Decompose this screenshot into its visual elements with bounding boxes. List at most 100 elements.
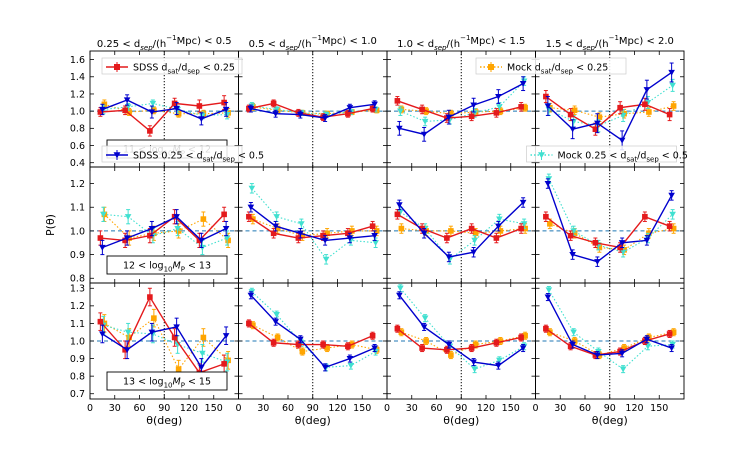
data-point xyxy=(175,110,182,117)
x-axis-label-column: θ(deg) xyxy=(443,414,479,427)
legend-marker xyxy=(114,64,120,70)
data-point xyxy=(394,211,401,218)
column-title-part: Mpc) < 2.0 xyxy=(619,36,674,47)
data-point xyxy=(270,339,277,346)
series-0 xyxy=(97,287,227,382)
data-point xyxy=(272,111,279,117)
data-point xyxy=(470,359,477,366)
mass-bin-box xyxy=(106,255,228,275)
data-point xyxy=(347,363,355,369)
x-axis-label-column: θ(deg) xyxy=(592,414,628,427)
data-point xyxy=(198,364,205,371)
data-point xyxy=(346,355,354,362)
column-title-part: sep xyxy=(286,44,299,52)
y-tick-label: 1.3 xyxy=(70,284,85,295)
column-title-part: sep xyxy=(583,44,596,52)
mass-bin-label: 12 < log10MP < 13 xyxy=(106,255,228,275)
y-tick-label: 1.0 xyxy=(70,336,85,347)
data-point xyxy=(274,334,281,341)
series-line xyxy=(100,101,225,132)
x-tick-label: 0 xyxy=(87,403,93,414)
column-title-part: /(h xyxy=(298,39,312,50)
x-tick-label: 90 xyxy=(455,403,467,414)
data-point xyxy=(618,350,626,357)
data-point xyxy=(196,237,203,244)
data-point xyxy=(594,120,601,127)
data-point xyxy=(198,237,205,244)
mass-bin-part: P xyxy=(181,266,185,274)
data-point xyxy=(250,322,256,328)
series-0 xyxy=(246,99,376,122)
legend-label-part: sep xyxy=(646,156,659,164)
data-point xyxy=(594,259,601,265)
data-point xyxy=(669,82,676,89)
data-point xyxy=(644,99,652,106)
column-title: 0.25 < dsep/(h−1Mpc) < 0.5 xyxy=(97,34,232,52)
panel-r0-c3 xyxy=(535,50,685,168)
series-line xyxy=(548,178,674,253)
y-tick-label: 1.4 xyxy=(70,72,85,83)
data-point xyxy=(471,237,478,244)
series-line xyxy=(250,294,375,369)
x-tick-label: 150 xyxy=(502,403,520,414)
data-point xyxy=(97,235,104,241)
column-title-part: −1 xyxy=(166,34,176,42)
data-point xyxy=(570,228,577,235)
data-point xyxy=(567,232,574,239)
x-tick-label: 120 xyxy=(477,403,495,414)
legend-label-part: < 0.5 xyxy=(659,151,688,162)
y-tick-label: 0.9 xyxy=(70,250,85,261)
data-point xyxy=(324,230,330,237)
x-tick-label: 60 xyxy=(133,403,145,414)
legend-label: SDSS dsat/dsep < 0.25 xyxy=(133,63,235,76)
mass-bin-label: 13 < log10MP < 15 xyxy=(106,371,228,391)
data-point xyxy=(646,109,652,115)
data-point xyxy=(445,341,453,348)
data-point xyxy=(518,334,524,341)
column-title: 1.5 < dsep/(h−1Mpc) < 2.0 xyxy=(546,34,674,52)
x-tick-label: 150 xyxy=(205,403,223,414)
data-point xyxy=(444,235,450,241)
data-point xyxy=(448,352,454,358)
data-point xyxy=(371,233,378,239)
x-tick-label: 90 xyxy=(604,403,616,414)
x-tick-label: 120 xyxy=(328,403,346,414)
legend-marker xyxy=(538,152,545,159)
legend-label-part: < 0.5 xyxy=(235,151,264,162)
data-point xyxy=(247,105,255,112)
series-0 xyxy=(543,211,673,253)
data-point xyxy=(420,131,428,138)
data-point xyxy=(666,331,673,337)
data-point xyxy=(644,343,652,350)
data-point xyxy=(468,113,475,120)
column-title-part: /(h xyxy=(153,39,167,50)
legend-label-part: Mock 0.25 < d xyxy=(558,151,627,162)
data-point xyxy=(444,346,450,353)
data-point xyxy=(394,98,401,104)
data-point xyxy=(423,338,429,344)
data-point xyxy=(297,336,304,343)
data-point xyxy=(345,343,351,350)
data-point xyxy=(321,364,329,371)
data-point xyxy=(221,211,227,218)
x-tick-label: 60 xyxy=(430,403,442,414)
data-point xyxy=(171,213,178,220)
mass-bin-part: M xyxy=(172,261,180,272)
data-point xyxy=(496,216,503,223)
data-point xyxy=(642,101,648,108)
legend-label-part: Mock d xyxy=(507,63,541,74)
data-point xyxy=(596,244,603,251)
x-axis-label-column: θ(deg) xyxy=(146,414,182,427)
series-line xyxy=(545,95,670,131)
series-3 xyxy=(545,173,676,258)
data-point xyxy=(643,336,651,343)
data-point xyxy=(571,107,578,114)
data-point xyxy=(468,225,475,232)
legend-label-part: sep xyxy=(223,156,236,164)
x-tick-label: 30 xyxy=(554,403,566,414)
data-point xyxy=(369,105,376,112)
data-point xyxy=(445,254,453,261)
data-point xyxy=(247,292,255,299)
series-0 xyxy=(246,319,376,351)
